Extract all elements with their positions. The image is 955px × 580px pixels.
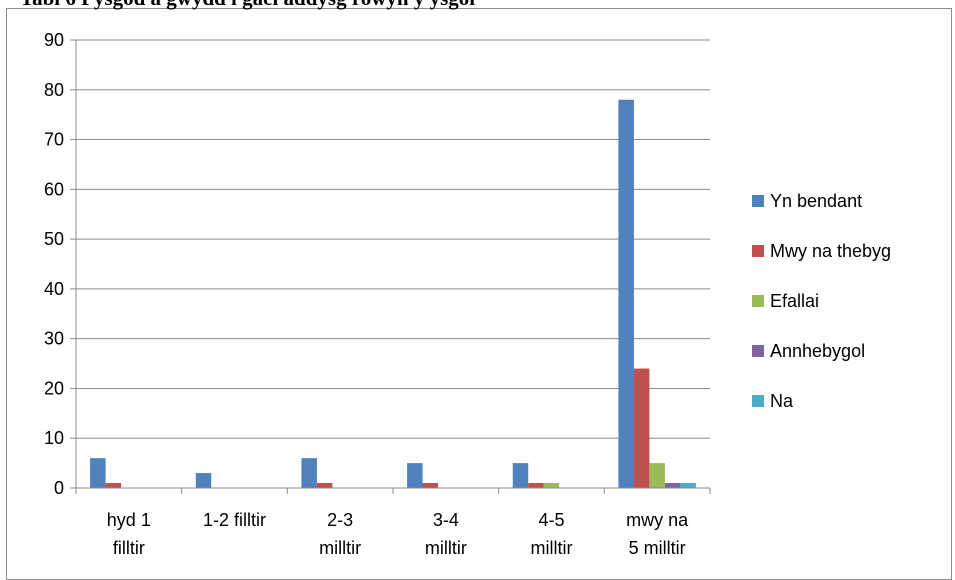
x-tick-label: 2-3 milltir (319, 510, 361, 558)
bar (649, 463, 665, 488)
x-tick-label: mwy na 5 milltir (626, 510, 689, 558)
legend-label: Mwy na thebyg (770, 241, 891, 261)
y-tick-labels: 0 10 20 30 40 50 60 70 80 90 (44, 30, 64, 498)
legend-label: Efallai (770, 291, 819, 311)
y-tick-label: 60 (44, 179, 64, 199)
legend-label: Yn bendant (770, 191, 862, 211)
y-tick-label: 30 (44, 329, 64, 349)
x-tick-label: 4-5 milltir (531, 510, 573, 558)
y-tick-label: 50 (44, 229, 64, 249)
y-tick-label: 90 (44, 30, 64, 50)
legend-swatch (752, 395, 764, 407)
x-tick-label: 3-4 milltir (425, 510, 467, 558)
y-tick-label: 20 (44, 378, 64, 398)
bar (618, 99, 634, 488)
chart-title: Tabl 6 Pysgod a gwydd i gael addysg rowy… (20, 0, 475, 11)
bar (680, 483, 696, 488)
bar (301, 458, 317, 488)
y-tick-label: 0 (54, 478, 64, 498)
gridlines (70, 39, 710, 489)
bar (512, 463, 529, 488)
bar (543, 483, 560, 488)
legend-swatch (752, 295, 764, 307)
bar (195, 473, 212, 488)
x-tick-labels: hyd 1 filltir 1-2 filltir 2-3 milltir 3-4 mill… (107, 510, 689, 558)
bars (90, 99, 696, 488)
y-tick-label: 80 (44, 80, 64, 100)
y-tick-label: 10 (44, 428, 64, 448)
x-tick-label: hyd 1 filltir (107, 510, 151, 558)
legend-swatch (752, 245, 764, 257)
bar (105, 483, 122, 488)
legend-label: Na (770, 391, 794, 411)
x-tick-label: 1-2 filltir (203, 510, 266, 530)
y-tick-label: 40 (44, 279, 64, 299)
legend-swatch (752, 345, 764, 357)
axes (75, 40, 711, 494)
bar (407, 463, 423, 488)
bar (316, 483, 333, 488)
bar (90, 458, 106, 488)
y-tick-label: 70 (44, 130, 64, 150)
legend: Yn bendant Mwy na thebyg Efallai Annhebygol… (752, 191, 891, 411)
legend-label: Annhebygol (770, 341, 865, 361)
legend-swatch (752, 195, 764, 207)
bar (633, 368, 650, 488)
bar (528, 483, 544, 488)
bar (664, 483, 681, 488)
bar (422, 483, 439, 488)
